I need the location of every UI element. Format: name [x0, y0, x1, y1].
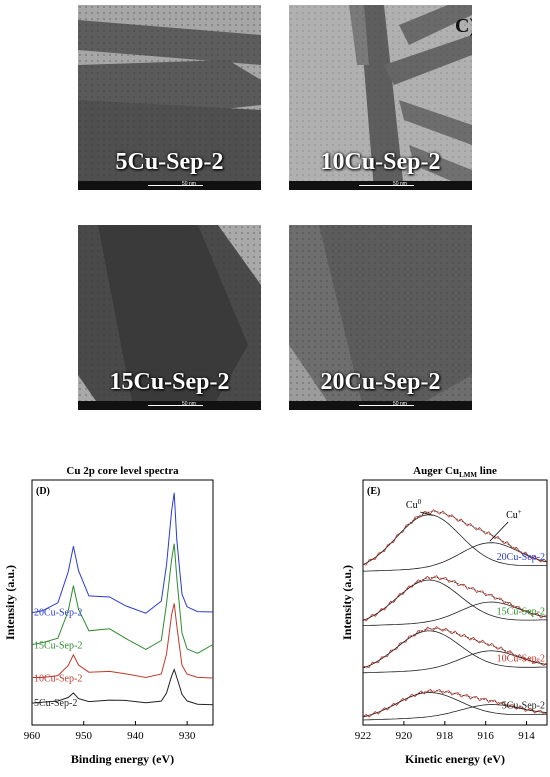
x-tick-label: 920 — [396, 730, 413, 742]
annotation-arrow-cuplus — [489, 521, 509, 542]
chart-e-auger: Auger CuLMM line (E) 922 920 918 916 914 Kineti… — [340, 465, 548, 766]
scale-bar: 50 nm — [78, 401, 261, 410]
plot-frame — [362, 479, 548, 726]
component-cuplus-15Cu-Sep-2 — [362, 601, 548, 626]
series-label-15Cu-Sep-2: 15Cu-Sep-2 — [34, 641, 82, 652]
scale-bar: 50 nm — [289, 401, 472, 410]
fit-15Cu-Sep-2 — [362, 577, 548, 621]
component-cuplus-20Cu-Sep-2 — [362, 542, 548, 572]
annotation-cu0: Cu0 — [406, 498, 422, 511]
plot-frame — [31, 479, 214, 726]
series-label-5Cu-Sep-2: 5Cu-Sep-2 — [34, 698, 77, 709]
tem-label-4: 20Cu-Sep-2 — [320, 369, 441, 395]
fit-5Cu-Sep-2 — [362, 690, 548, 718]
series-line-20Cu-Sep-2 — [31, 492, 214, 614]
panel-letter-d: (D) — [36, 486, 50, 497]
x-tick-label: 916 — [477, 730, 494, 742]
series-label-10Cu-Sep-2: 10Cu-Sep-2 — [497, 654, 545, 665]
x-tick-label: 930 — [179, 730, 196, 742]
x-tick-label: 950 — [75, 730, 92, 742]
series-label-20Cu-Sep-2: 20Cu-Sep-2 — [497, 552, 545, 563]
tem-panel-3: 15Cu-Sep-2 50 nm — [78, 225, 261, 410]
x-tick-label: 940 — [127, 730, 144, 742]
annotation-cuplus: Cu+ — [506, 508, 522, 521]
x-axis-label: Kinetic energy (eV) — [405, 752, 505, 766]
chart-title: Cu 2p core level spectra — [66, 465, 179, 477]
tem-image-3 — [78, 225, 261, 410]
tem-image-4 — [289, 225, 472, 410]
y-axis-label: Intensity (a.u.) — [3, 565, 17, 640]
x-axis-label: Binding energy (eV) — [71, 752, 174, 766]
fit-10Cu-Sep-2 — [362, 628, 548, 669]
y-axis-label: Intensity (a.u.) — [340, 565, 354, 640]
raw-spectrum-10Cu-Sep-2 — [362, 626, 548, 668]
x-tick-label: 918 — [437, 730, 454, 742]
tem-panel-2: C) 10Cu-Sep-2 50 nm — [289, 5, 472, 190]
component-cuplus-5Cu-Sep-2 — [362, 704, 548, 721]
tem-panel-4: 20Cu-Sep-2 50 nm — [289, 225, 472, 410]
fit-20Cu-Sep-2 — [362, 511, 548, 565]
series-label-10Cu-Sep-2: 10Cu-Sep-2 — [34, 673, 82, 684]
annotation-arrow-cu0 — [420, 511, 433, 516]
series-line-10Cu-Sep-2 — [32, 603, 214, 679]
tem-image-2 — [289, 5, 472, 190]
scale-bar: 50 nm — [289, 181, 472, 190]
chart-d-xps: Cu 2p core level spectra (D) 960 950 940 930 B… — [3, 465, 214, 766]
x-tick-label: 960 — [24, 730, 41, 742]
scale-bar: 50 nm — [78, 181, 261, 190]
series-label-20Cu-Sep-2: 20Cu-Sep-2 — [34, 608, 82, 619]
x-tick-label: 914 — [518, 730, 535, 742]
chart-title: Auger CuLMM line — [413, 465, 497, 479]
raw-spectrum-15Cu-Sep-2 — [362, 575, 548, 622]
series-line-5Cu-Sep-2 — [31, 668, 214, 706]
series-line-15Cu-Sep-2 — [31, 543, 214, 654]
panel-letter-c: C) — [455, 15, 472, 37]
series-label-15Cu-Sep-2: 15Cu-Sep-2 — [497, 606, 545, 617]
tem-panel-1: 5Cu-Sep-2 50 nm — [78, 5, 261, 190]
tem-label-2: 10Cu-Sep-2 — [320, 149, 441, 175]
tem-label-1: 5Cu-Sep-2 — [115, 149, 224, 175]
tem-label-3: 15Cu-Sep-2 — [109, 369, 230, 395]
tem-image-1 — [78, 5, 261, 190]
component-cu0-5Cu-Sep-2 — [362, 692, 548, 718]
component-cuplus-10Cu-Sep-2 — [362, 650, 548, 674]
panel-letter-e: (E) — [367, 486, 380, 497]
x-tick-label: 922 — [355, 730, 372, 742]
series-label-5Cu-Sep-2: 5Cu-Sep-2 — [502, 701, 545, 712]
